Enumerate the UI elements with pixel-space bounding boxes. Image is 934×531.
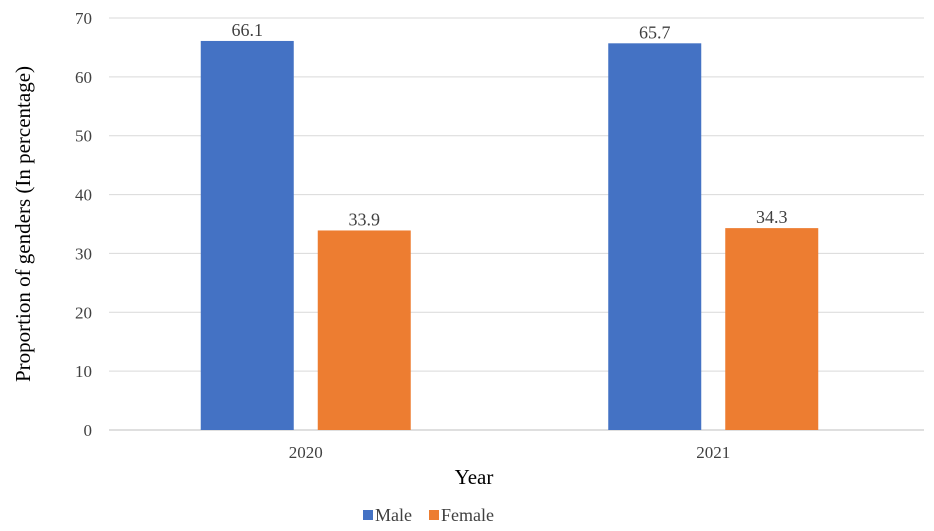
y-axis-ticks: 0 10 20 30 40 50 60 70 [75,9,92,440]
x-axis-title: Year [455,465,494,489]
y-tick-label: 0 [84,421,93,440]
y-tick-label: 20 [75,303,92,322]
legend-label-female: Female [441,505,494,525]
bar-male-2020 [200,40,294,430]
y-tick-label: 50 [75,127,92,146]
data-label: 33.9 [349,209,381,229]
data-label: 66.1 [232,20,264,40]
legend-swatch-female [429,510,439,520]
data-labels: 66.1 33.9 65.7 34.3 [232,20,788,230]
y-tick-label: 30 [75,244,92,263]
bar-female-2021 [725,228,819,430]
legend-swatch-male [363,510,373,520]
x-tick-label: 2021 [696,443,730,462]
bar-female-2020 [317,230,411,430]
bars [200,40,819,431]
x-tick-label: 2020 [289,443,323,462]
x-axis-ticks: 2020 2021 [289,443,731,462]
y-tick-label: 40 [75,186,92,205]
bar-male-2021 [608,43,702,431]
y-axis-title: Proportion of genders (In percentage) [11,66,35,382]
data-label: 65.7 [639,22,671,42]
legend: Male Female [363,505,494,525]
legend-label-male: Male [375,505,412,525]
y-tick-label: 10 [75,362,92,381]
y-tick-label: 60 [75,68,92,87]
data-label: 34.3 [756,207,788,227]
y-tick-label: 70 [75,9,92,28]
